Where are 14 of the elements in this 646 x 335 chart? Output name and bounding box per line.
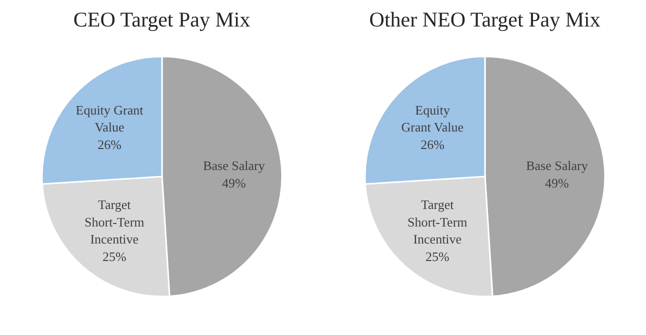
slice-label: Equity Grant Value bbox=[401, 102, 464, 135]
slice-label: Equity Grant Value bbox=[76, 102, 144, 135]
slice-label: Target Short-Term Incentive bbox=[84, 197, 144, 247]
chart-title: Other NEO Target Pay Mix bbox=[369, 8, 601, 32]
data-label: 26% bbox=[98, 136, 122, 152]
data-label: 49% bbox=[545, 175, 570, 190]
chart-title: CEO Target Pay Mix bbox=[73, 8, 251, 32]
slice-label: Base Salary bbox=[203, 158, 266, 174]
data-label: 26% bbox=[420, 136, 445, 152]
data-label: 25% bbox=[102, 248, 126, 264]
data-label: 49% bbox=[222, 175, 246, 190]
data-label: 25% bbox=[425, 248, 450, 264]
slice-label: Base Salary bbox=[526, 158, 588, 174]
slice-label: Target Short-Term Incentive bbox=[408, 197, 468, 247]
